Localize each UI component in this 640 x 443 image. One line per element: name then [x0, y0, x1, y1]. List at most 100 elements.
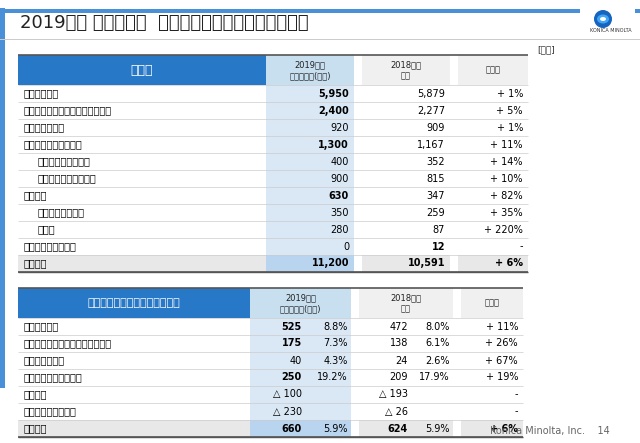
- Text: 10,591: 10,591: [408, 259, 445, 268]
- Text: 8.0%: 8.0%: [426, 322, 450, 331]
- Text: 5,950: 5,950: [318, 89, 349, 98]
- Bar: [266, 85, 354, 102]
- Text: 352: 352: [426, 156, 445, 167]
- Text: 1,167: 1,167: [417, 140, 445, 149]
- Text: Konica Minolta, Inc.    14: Konica Minolta, Inc. 14: [490, 426, 610, 436]
- Bar: [359, 420, 453, 437]
- Text: 525: 525: [282, 322, 302, 331]
- Bar: [362, 255, 450, 272]
- Text: 2,277: 2,277: [417, 105, 445, 116]
- Text: 2.6%: 2.6%: [426, 355, 450, 365]
- Text: 2019年度 業績見通し  セグメント別売上高・営業利益: 2019年度 業績見通し セグメント別売上高・営業利益: [20, 14, 308, 32]
- Text: コーポレート・連調: コーポレート・連調: [24, 407, 77, 416]
- Text: 920: 920: [330, 123, 349, 132]
- Text: 2019年度: 2019年度: [294, 60, 326, 69]
- Text: 5.9%: 5.9%: [323, 424, 348, 434]
- Text: プロフェッショナルプリント事業: プロフェッショナルプリント事業: [24, 105, 112, 116]
- Bar: [266, 221, 354, 238]
- Bar: [250, 403, 351, 420]
- Text: 材料・コンポーネント: 材料・コンポーネント: [38, 174, 97, 183]
- Bar: [580, 7, 635, 35]
- Text: △ 193: △ 193: [379, 389, 408, 400]
- Text: + 1%: + 1%: [497, 89, 523, 98]
- Text: 産業用材料・機器事業: 産業用材料・機器事業: [24, 373, 83, 382]
- Text: 前期比: 前期比: [484, 299, 499, 307]
- Text: + 19%: + 19%: [486, 373, 518, 382]
- Text: + 1%: + 1%: [497, 123, 523, 132]
- Bar: [250, 420, 351, 437]
- Text: 全社合計: 全社合計: [24, 424, 47, 434]
- Text: プロフェッショナルプリント事業: プロフェッショナルプリント事業: [24, 338, 112, 349]
- Text: 87: 87: [433, 225, 445, 234]
- Text: 815: 815: [426, 174, 445, 183]
- Bar: [250, 369, 351, 386]
- Text: 17.9%: 17.9%: [419, 373, 450, 382]
- Text: 19.2%: 19.2%: [317, 373, 348, 382]
- Text: 909: 909: [427, 123, 445, 132]
- Text: + 82%: + 82%: [490, 190, 523, 201]
- Text: -: -: [515, 407, 518, 416]
- Text: + 11%: + 11%: [486, 322, 518, 331]
- Text: 40: 40: [290, 355, 302, 365]
- Bar: [266, 187, 354, 204]
- Text: バイオヘルスケア: バイオヘルスケア: [38, 207, 85, 218]
- Bar: [250, 352, 351, 369]
- Text: 138: 138: [390, 338, 408, 349]
- Bar: [266, 136, 354, 153]
- Text: 2019年度: 2019年度: [285, 293, 316, 302]
- Text: + 10%: + 10%: [490, 174, 523, 183]
- Bar: [0, 8, 5, 388]
- Ellipse shape: [597, 15, 609, 23]
- Text: 産業用材料・機器事業: 産業用材料・機器事業: [24, 140, 83, 149]
- Bar: [461, 288, 523, 318]
- Bar: [18, 255, 266, 272]
- Text: -: -: [515, 389, 518, 400]
- Bar: [250, 288, 351, 318]
- Text: 新規事業: 新規事業: [24, 389, 47, 400]
- Text: + 11%: + 11%: [490, 140, 523, 149]
- Text: 実績: 実績: [401, 304, 411, 313]
- Text: △ 230: △ 230: [273, 407, 302, 416]
- Bar: [359, 288, 453, 318]
- Bar: [0, 9, 640, 13]
- Bar: [250, 386, 351, 403]
- Text: 259: 259: [426, 207, 445, 218]
- Bar: [250, 318, 351, 335]
- Text: + 6%: + 6%: [495, 259, 523, 268]
- Text: + 26%: + 26%: [485, 338, 518, 349]
- Ellipse shape: [600, 17, 606, 21]
- Bar: [250, 335, 351, 352]
- Bar: [0, 39, 640, 40]
- Text: 209: 209: [390, 373, 408, 382]
- Text: + 35%: + 35%: [490, 207, 523, 218]
- Text: ヘルスケア事業: ヘルスケア事業: [24, 355, 65, 365]
- Bar: [18, 288, 250, 318]
- Text: その他: その他: [38, 225, 56, 234]
- Text: 11,200: 11,200: [312, 259, 349, 268]
- Text: + 14%: + 14%: [490, 156, 523, 167]
- Bar: [266, 55, 354, 85]
- Text: 5.9%: 5.9%: [426, 424, 450, 434]
- Bar: [461, 420, 523, 437]
- Ellipse shape: [594, 10, 612, 28]
- Bar: [266, 204, 354, 221]
- Text: 472: 472: [389, 322, 408, 331]
- Text: コーポレート・連調: コーポレート・連調: [24, 241, 77, 252]
- Text: 900: 900: [331, 174, 349, 183]
- Text: 660: 660: [282, 424, 302, 434]
- Text: 630: 630: [329, 190, 349, 201]
- Text: + 6%: + 6%: [490, 424, 518, 434]
- Text: + 67%: + 67%: [485, 355, 518, 365]
- Text: 400: 400: [331, 156, 349, 167]
- Text: 6.1%: 6.1%: [426, 338, 450, 349]
- Text: △ 26: △ 26: [385, 407, 408, 416]
- Text: 全社合計: 全社合計: [24, 259, 47, 268]
- Text: 24: 24: [396, 355, 408, 365]
- Text: 実績: 実績: [401, 71, 411, 80]
- Text: △ 100: △ 100: [273, 389, 302, 400]
- Text: 5,879: 5,879: [417, 89, 445, 98]
- Text: 175: 175: [282, 338, 302, 349]
- Text: ヘルスケア事業: ヘルスケア事業: [24, 123, 65, 132]
- Bar: [266, 170, 354, 187]
- Text: 2018年度: 2018年度: [390, 60, 422, 69]
